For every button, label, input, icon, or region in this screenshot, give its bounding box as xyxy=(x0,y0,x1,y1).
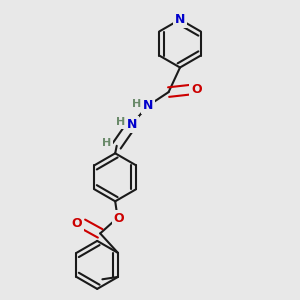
Text: O: O xyxy=(113,212,124,225)
Text: O: O xyxy=(191,83,202,96)
Text: O: O xyxy=(71,217,82,230)
Text: N: N xyxy=(143,99,153,112)
Text: H: H xyxy=(102,138,111,148)
Text: N: N xyxy=(127,118,137,131)
Text: N: N xyxy=(175,13,185,26)
Text: H: H xyxy=(116,117,126,128)
Text: H: H xyxy=(132,99,142,110)
